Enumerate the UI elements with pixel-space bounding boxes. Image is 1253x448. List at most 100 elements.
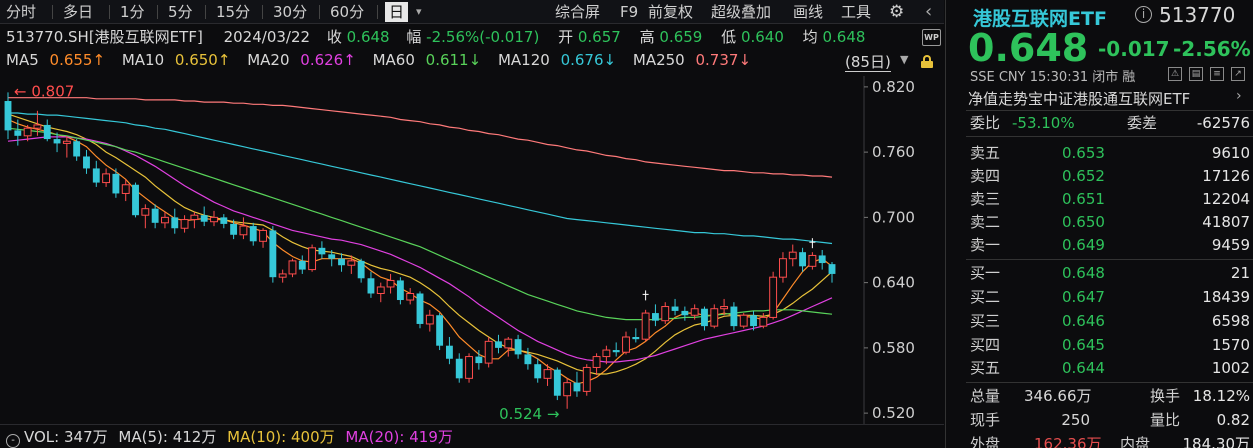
info-icon[interactable]: i [1135,6,1152,23]
candle [180,215,189,233]
alert-icon[interactable]: ⚠ [1168,67,1182,81]
candle-body [180,219,189,229]
candle [779,252,787,283]
ask-row[interactable]: 卖五 0.653 9610 [970,141,1250,165]
candle-body [210,216,218,223]
y-tick-label: 0.700 [872,208,915,226]
tab-multi-day[interactable]: 多日 [63,3,94,21]
candle [524,347,532,370]
wp-badge-icon[interactable]: WP [922,29,941,46]
vol-ma5-value: 412万 [172,428,217,446]
divider [966,136,1253,137]
y-tick-label: 0.820 [872,78,915,96]
candle-body [553,369,561,396]
candle-body [514,339,522,355]
candle [308,244,317,272]
candle-body [23,127,32,137]
candle [582,364,591,396]
ask-row[interactable]: 卖四 0.652 17126 [970,164,1250,188]
candle-body [328,254,336,259]
super-overlay-button[interactable]: 超级叠加 [711,3,772,21]
ask1-vol: 9459 [1211,236,1250,254]
nav-trend-row[interactable]: 净值走势宝中证港股通互联网ETF [968,88,1190,109]
divider [966,259,1253,260]
candle [112,168,120,198]
candle-body [83,156,90,169]
candle [347,255,356,274]
chart-icon[interactable]: ▤ [1189,67,1203,81]
quote-change: -0.017 [1098,37,1170,61]
cur-value: 250 [1061,411,1090,429]
ask-row[interactable]: 卖一 0.649 9459 [970,233,1250,257]
tab-5min[interactable]: 5分 [168,3,193,21]
period-count-selector[interactable]: (85日) [845,53,891,72]
share-icon[interactable]: ↗ [1231,67,1245,81]
candle [102,168,111,187]
candle [534,358,542,383]
volume-stats-row: 现手 250 量比 0.82 [970,408,1250,432]
settings-gear-icon[interactable]: ⚙ [889,2,905,22]
vol-value: 347万 [64,428,108,446]
ma10-key: MA10 [121,51,165,69]
tab-1min[interactable]: 1分 [120,3,145,21]
bid-row[interactable]: 买二 0.647 18439 [970,285,1250,309]
candle [799,247,807,272]
ask1-key: 卖一 [970,236,1001,254]
inner-value: 184.30万 [1182,435,1251,448]
ma5-key: MA5 [6,51,39,69]
candle-body [338,258,345,266]
close-key: 收 [326,28,342,46]
outer-value: 162.36万 [1034,435,1102,448]
index-name: 宝中证港股通互联网ETF [1028,90,1191,108]
candle [43,119,51,142]
tab-intraday[interactable]: 分时 [6,3,37,21]
ask-row[interactable]: 卖二 0.650 41807 [970,210,1250,234]
draw-line-button[interactable]: 画线 [793,3,824,21]
candle [514,334,522,359]
composite-screen-button[interactable]: 综合屏 [555,3,601,21]
list-icon[interactable]: ≡ [1210,67,1224,81]
low-key: 低 [721,28,737,46]
forward-adjust-button[interactable]: 前复权 [648,3,694,21]
volume-info-icon[interactable]: - [6,434,20,448]
bid-row[interactable]: 买三 0.646 6598 [970,309,1250,333]
candle [622,331,630,355]
candle-body [543,369,552,379]
tab-60min[interactable]: 60分 [330,3,365,21]
candle [484,337,493,368]
bid1-key: 买一 [970,264,1001,282]
bid3-key: 买三 [970,312,1001,330]
tab-15min[interactable]: 15分 [216,3,251,21]
ma120-value: 0.676↓ [560,51,617,69]
candle-body [278,273,287,278]
kline-chart[interactable]: 0.820 0.760 0.700 0.640 0.580 0.520 ← 0.807 0.… [0,76,944,424]
bid-row[interactable]: 买五 0.644 1002 [970,356,1250,380]
candle [602,345,611,365]
chevron-right-icon[interactable]: › [1236,88,1242,104]
candle [288,258,297,278]
tab-divider [205,5,206,19]
bid-row[interactable]: 买一 0.648 21 [970,261,1250,285]
period-dropdown-icon[interactable]: ▾ [416,5,422,18]
f9-button[interactable]: F9 [620,3,639,21]
candle [750,310,757,331]
inner-key: 内盘 [1120,435,1151,448]
turnover-key: 换手 [1150,387,1181,405]
ask-row[interactable]: 卖三 0.651 12204 [970,187,1250,211]
tools-button[interactable]: 工具 [841,3,872,21]
tab-divider [109,5,110,19]
bid-row[interactable]: 买四 0.645 1570 [970,333,1250,357]
diff-key: 委差 [1127,114,1158,132]
candle-body [141,208,150,216]
candle [769,271,778,320]
ma60-value: 0.611↓ [425,51,482,69]
back-chevron-icon[interactable]: ‹ [925,1,933,22]
candle-body [249,226,257,242]
ma-line-ma120 [8,112,833,245]
quote-change-pct: -2.56% [1173,37,1251,61]
period-dropdown-icon[interactable]: ▼ [900,53,909,66]
lock-icon[interactable] [921,55,933,68]
tab-30min[interactable]: 30分 [273,3,308,21]
candle [53,132,61,153]
tab-daily[interactable]: 日 [385,2,409,22]
